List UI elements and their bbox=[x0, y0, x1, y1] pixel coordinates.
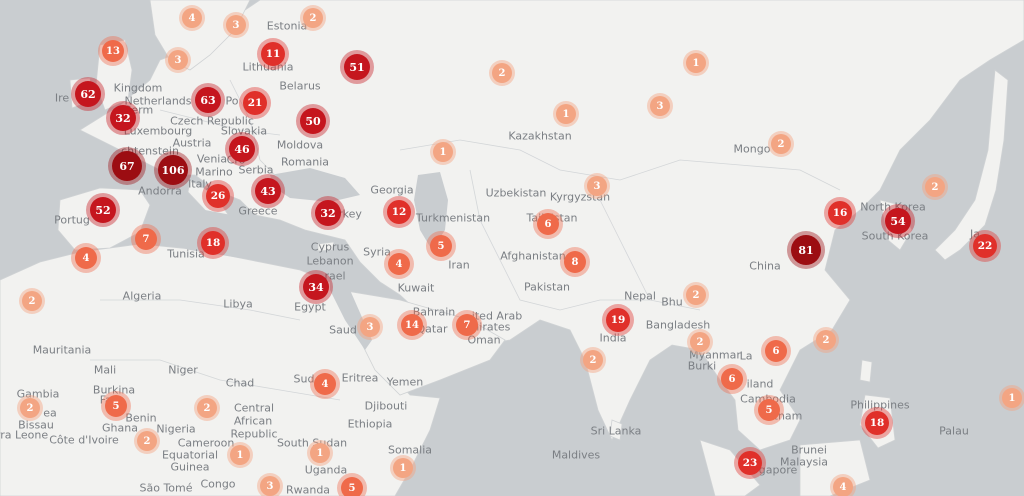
cluster-marker[interactable]: 1 bbox=[556, 104, 576, 124]
cluster-marker[interactable]: 2 bbox=[583, 350, 603, 370]
cluster-marker[interactable]: 5 bbox=[341, 477, 363, 496]
cluster-marker[interactable]: 3 bbox=[360, 317, 380, 337]
cluster-marker[interactable]: 5 bbox=[758, 399, 780, 421]
cluster-marker[interactable]: 6 bbox=[765, 340, 787, 362]
cluster-marker[interactable]: 22 bbox=[973, 234, 997, 258]
cluster-marker[interactable]: 52 bbox=[90, 197, 116, 223]
cluster-marker[interactable]: 3 bbox=[168, 50, 188, 70]
cluster-marker[interactable]: 54 bbox=[885, 208, 911, 234]
cluster-marker[interactable]: 5 bbox=[105, 395, 127, 417]
cluster-marker[interactable]: 13 bbox=[102, 40, 124, 62]
cluster-marker[interactable]: 18 bbox=[201, 231, 225, 255]
country-borders bbox=[90, 79, 841, 401]
cluster-marker[interactable]: 3 bbox=[587, 176, 607, 196]
cluster-marker[interactable]: 2 bbox=[690, 332, 710, 352]
cluster-marker[interactable]: 4 bbox=[833, 477, 853, 496]
cluster-marker[interactable]: 1 bbox=[230, 445, 250, 465]
cluster-marker[interactable]: 7 bbox=[456, 314, 478, 336]
cluster-marker[interactable]: 51 bbox=[344, 54, 370, 80]
cluster-marker[interactable]: 2 bbox=[686, 285, 706, 305]
cluster-marker[interactable]: 14 bbox=[401, 314, 423, 336]
cluster-marker[interactable]: 2 bbox=[197, 398, 217, 418]
cluster-marker[interactable]: 18 bbox=[865, 411, 889, 435]
cluster-marker[interactable]: 4 bbox=[314, 373, 336, 395]
cluster-marker[interactable]: 7 bbox=[135, 228, 157, 250]
cluster-marker[interactable]: 26 bbox=[206, 184, 230, 208]
cluster-marker[interactable]: 81 bbox=[791, 235, 821, 265]
cluster-marker[interactable]: 12 bbox=[387, 200, 411, 224]
cluster-marker[interactable]: 2 bbox=[20, 398, 40, 418]
cluster-marker[interactable]: 67 bbox=[112, 151, 142, 181]
cluster-marker[interactable]: 3 bbox=[650, 96, 670, 116]
cluster-marker[interactable]: 16 bbox=[828, 201, 852, 225]
cluster-marker[interactable]: 63 bbox=[195, 87, 221, 113]
cluster-marker[interactable]: 34 bbox=[303, 274, 329, 300]
cluster-marker[interactable]: 43 bbox=[255, 178, 281, 204]
cluster-marker[interactable]: 46 bbox=[229, 136, 255, 162]
cluster-marker[interactable]: 1 bbox=[1002, 388, 1022, 408]
cluster-marker[interactable]: 11 bbox=[261, 42, 285, 66]
cluster-marker[interactable]: 21 bbox=[243, 91, 267, 115]
cluster-marker[interactable]: 2 bbox=[137, 431, 157, 451]
cluster-marker[interactable]: 62 bbox=[75, 81, 101, 107]
cluster-marker[interactable]: 2 bbox=[303, 8, 323, 28]
cluster-marker[interactable]: 5 bbox=[430, 235, 452, 257]
cluster-marker[interactable]: 2 bbox=[22, 291, 42, 311]
cluster-marker[interactable]: 1 bbox=[393, 458, 413, 478]
cluster-marker[interactable]: 1 bbox=[433, 142, 453, 162]
cluster-marker[interactable]: 3 bbox=[226, 15, 246, 35]
cluster-marker[interactable]: 8 bbox=[564, 251, 586, 273]
cluster-marker[interactable]: 2 bbox=[771, 134, 791, 154]
cluster-marker[interactable]: 1 bbox=[686, 53, 706, 73]
cluster-marker[interactable]: 4 bbox=[75, 247, 97, 269]
cluster-marker[interactable]: 2 bbox=[492, 63, 512, 83]
cluster-marker[interactable]: 2 bbox=[925, 177, 945, 197]
cluster-marker[interactable]: 50 bbox=[300, 108, 326, 134]
cluster-marker[interactable]: 32 bbox=[110, 105, 136, 131]
cluster-marker[interactable]: 3 bbox=[260, 476, 280, 496]
cluster-marker[interactable]: 6 bbox=[721, 368, 743, 390]
cluster-marker[interactable]: 23 bbox=[738, 451, 762, 475]
cluster-marker[interactable]: 4 bbox=[182, 8, 202, 28]
cluster-marker[interactable]: 106 bbox=[158, 155, 188, 185]
cluster-marker[interactable]: 4 bbox=[388, 253, 410, 275]
cluster-marker[interactable]: 19 bbox=[606, 308, 630, 332]
cluster-marker[interactable]: 6 bbox=[537, 213, 559, 235]
cluster-marker[interactable]: 32 bbox=[315, 200, 341, 226]
cluster-marker[interactable]: 2 bbox=[816, 330, 836, 350]
cluster-marker[interactable]: 1 bbox=[310, 443, 330, 463]
